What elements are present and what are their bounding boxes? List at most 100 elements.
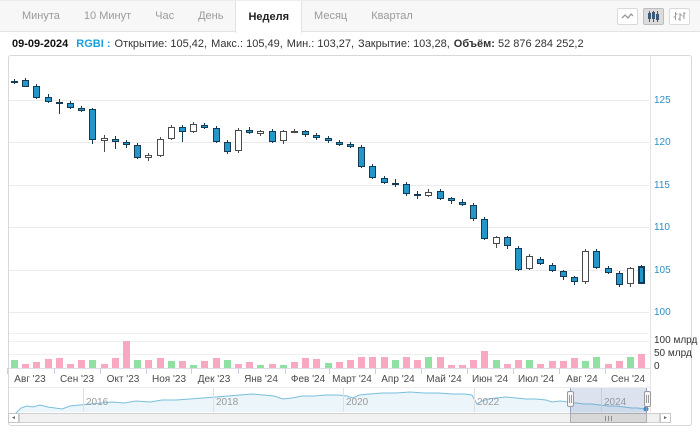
candle-down [549, 265, 556, 271]
volume-bar-down [638, 354, 645, 368]
info-field-label: Объём: [453, 38, 498, 50]
price-gridline-105 [9, 270, 649, 271]
scrollbar-left-arrow[interactable]: ◄ [8, 413, 19, 423]
volume-bar-down [358, 357, 365, 368]
period-toolbar: Минута 10 Минут Час День Неделя Месяц Квартал [0, 0, 700, 33]
ticker-link[interactable]: RGBI : [76, 38, 111, 50]
tab-Месяц[interactable]: Месяц [314, 10, 348, 22]
candle-down [470, 205, 477, 219]
scrollbar-thumb[interactable] [570, 413, 647, 423]
volume-bar-down [448, 365, 455, 368]
navigator-year-gridline [601, 388, 602, 412]
x-axis-label: Июл '24 [517, 374, 555, 385]
info-field-value: 105,42, [170, 38, 208, 50]
info-field-label: Открытие: [114, 38, 171, 50]
price-axis-line [650, 56, 651, 412]
volume-bar-down [369, 357, 376, 368]
x-axis-tick [467, 368, 468, 374]
x-axis-tick [513, 368, 514, 374]
x-axis-label: Авг '24 [566, 374, 598, 385]
volume-bar-up [11, 360, 18, 368]
candle-down [560, 271, 567, 277]
navigator-year-label: 2022 [477, 397, 500, 408]
volume-bar-down [123, 341, 130, 368]
info-field-label: Мин.: [286, 38, 318, 50]
navigator-year-label: 2024 [604, 397, 627, 408]
candle-down [403, 184, 410, 194]
chart-type-switcher [617, 8, 690, 25]
volume-bar-down [616, 361, 623, 368]
volume-bar-down [504, 364, 511, 368]
volume-bar-down [571, 358, 578, 368]
x-axis-tick [191, 368, 192, 374]
candle-up [168, 127, 175, 139]
candle-down [481, 219, 488, 239]
volume-bar-down [145, 360, 152, 368]
price-gridline-125 [9, 100, 649, 101]
volume-bar-up [582, 361, 589, 368]
tab-Квартал[interactable]: Квартал [371, 10, 413, 22]
navigator-selected-range[interactable] [570, 388, 647, 413]
volume-bar-down [605, 364, 612, 368]
candlestick-chart-icon[interactable] [643, 8, 664, 25]
candle-down [313, 135, 320, 138]
quote-date: 09-09-2024 [12, 38, 69, 50]
volume-bar-down [67, 364, 74, 368]
price-axis-label-100: 100 [654, 307, 671, 318]
navigator-right-handle[interactable] [644, 391, 651, 407]
navigator-left-handle[interactable] [567, 391, 574, 407]
x-axis-label: Июн '24 [471, 374, 509, 385]
x-axis-label: Янв '24 [244, 374, 278, 385]
candle-up [582, 251, 589, 282]
candle-down [123, 142, 130, 145]
candle-up [526, 256, 533, 269]
volume-bar-up [257, 365, 264, 368]
ohlc-chart-icon[interactable] [669, 8, 690, 25]
tab-Неделя[interactable]: Неделя [235, 1, 303, 33]
price-gridline-120 [9, 142, 649, 143]
volume-bar-down [302, 358, 309, 368]
volume-bar-up [526, 360, 533, 368]
volume-bar-up [280, 365, 287, 368]
volume-bar-down [78, 360, 85, 368]
volume-bar-down [157, 358, 164, 368]
x-axis-label: Фев '24 [290, 374, 326, 385]
candle-down [381, 178, 388, 183]
candle-down [56, 102, 63, 104]
navigator-year-gridline [474, 388, 475, 412]
volume-bar-down [537, 364, 544, 368]
volume-bar-down [470, 360, 477, 368]
line-chart-icon[interactable] [617, 8, 638, 25]
x-axis-label: Авг '23 [14, 374, 46, 385]
x-axis-tick [559, 368, 560, 374]
candle-down [414, 194, 421, 196]
scrollbar-track[interactable] [19, 413, 660, 423]
volume-bar-up [425, 357, 432, 368]
tab-Час[interactable]: Час [155, 10, 175, 22]
tab-10 Минут[interactable]: 10 Минут [83, 10, 132, 22]
candle-down [134, 145, 141, 158]
volume-bar-down [101, 364, 108, 368]
candle-down [638, 266, 645, 284]
scrollbar-right-arrow[interactable]: ► [660, 413, 671, 423]
x-axis-tick [605, 368, 606, 374]
candle-up [493, 237, 500, 244]
candle-down [22, 80, 29, 87]
candle-up [190, 124, 197, 132]
volume-bar-down [246, 362, 253, 368]
volume-bar-up [593, 357, 600, 368]
volume-bar-up [392, 360, 399, 368]
info-field-value: 105,49, [246, 38, 283, 50]
tab-День[interactable]: День [198, 10, 224, 22]
tab-Минута[interactable]: Минута [22, 10, 60, 22]
volume-bar-down [22, 364, 29, 368]
price-axis-label-125: 125 [654, 95, 671, 106]
quote-info-bar: 09-09-2024 RGBI : Открытие: 105,42, Макс.: … [12, 38, 588, 50]
volume-bar-down [347, 360, 354, 368]
price-axis-label-115: 115 [654, 180, 670, 191]
candle-down [11, 81, 18, 83]
candle-wick [59, 99, 60, 114]
volume-bar-down [437, 357, 444, 368]
volume-bar-down [313, 359, 320, 368]
